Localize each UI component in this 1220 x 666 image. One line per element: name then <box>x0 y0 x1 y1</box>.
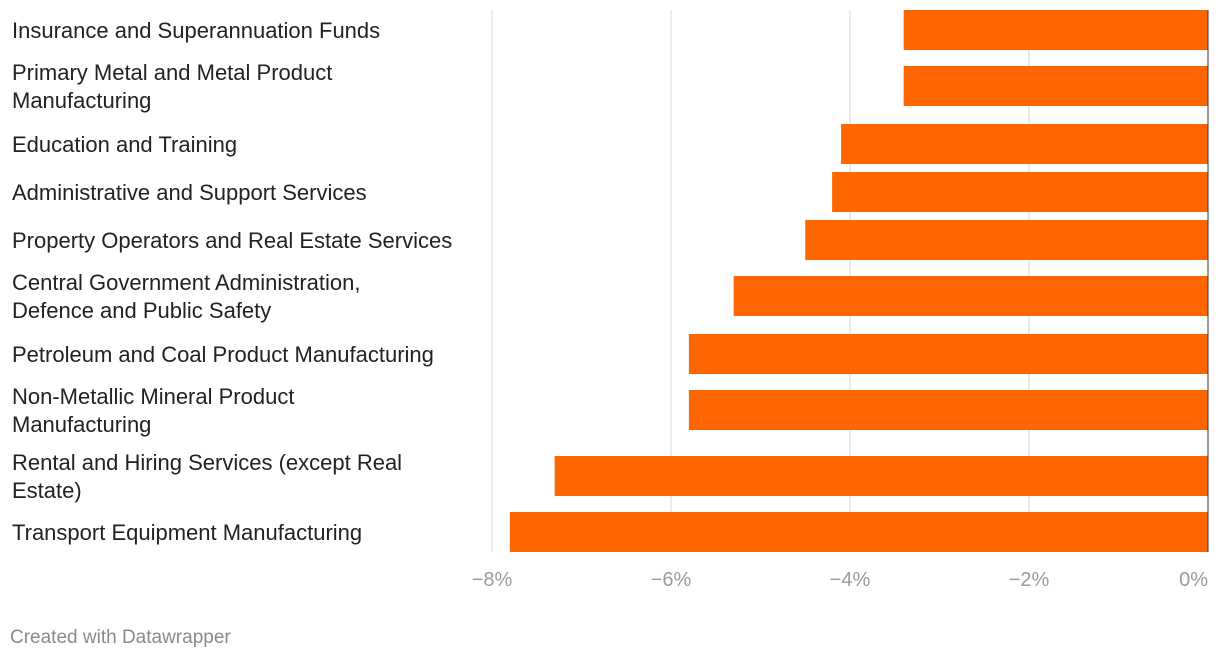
x-tick-label: −2% <box>1009 569 1050 591</box>
bar <box>554 456 1208 496</box>
category-label: Non-Metallic Mineral Product Manufacturin… <box>12 384 294 437</box>
category-label: Transport Equipment Manufacturing <box>12 520 362 545</box>
category-label: Primary Metal and Metal Product Manufactu… <box>12 60 332 113</box>
bar <box>733 276 1208 316</box>
bar-chart: Insurance and Superannuation Funds Primar… <box>12 10 1209 591</box>
bar <box>805 220 1208 260</box>
x-tick-label: −6% <box>651 569 692 591</box>
category-label: Administrative and Support Services <box>12 180 367 205</box>
category-label: Education and Training <box>12 132 237 157</box>
category-label: Petroleum and Coal Product Manufacturing <box>12 342 434 367</box>
bar <box>832 172 1208 212</box>
category-label: Property Operators and Real Estate Servi… <box>12 228 452 253</box>
bar <box>688 334 1208 374</box>
x-tick-label: 0% <box>1179 569 1208 591</box>
bar <box>903 66 1208 106</box>
bar <box>688 390 1208 430</box>
bar <box>903 10 1208 50</box>
category-label: Insurance and Superannuation Funds <box>12 18 380 43</box>
category-label: Rental and Hiring Services (except Real E… <box>12 450 402 503</box>
x-axis-ticks: −8% −6% −4% −2% 0% <box>472 569 1209 591</box>
category-labels: Insurance and Superannuation Funds Primar… <box>12 18 452 545</box>
x-tick-label: −8% <box>472 569 513 591</box>
bars <box>509 10 1209 552</box>
x-tick-label: −4% <box>830 569 871 591</box>
category-label: Central Government Administration, Defenc… <box>12 270 361 323</box>
bar <box>841 124 1208 164</box>
credit-text: Created with Datawrapper <box>10 627 231 648</box>
bar <box>509 512 1208 552</box>
